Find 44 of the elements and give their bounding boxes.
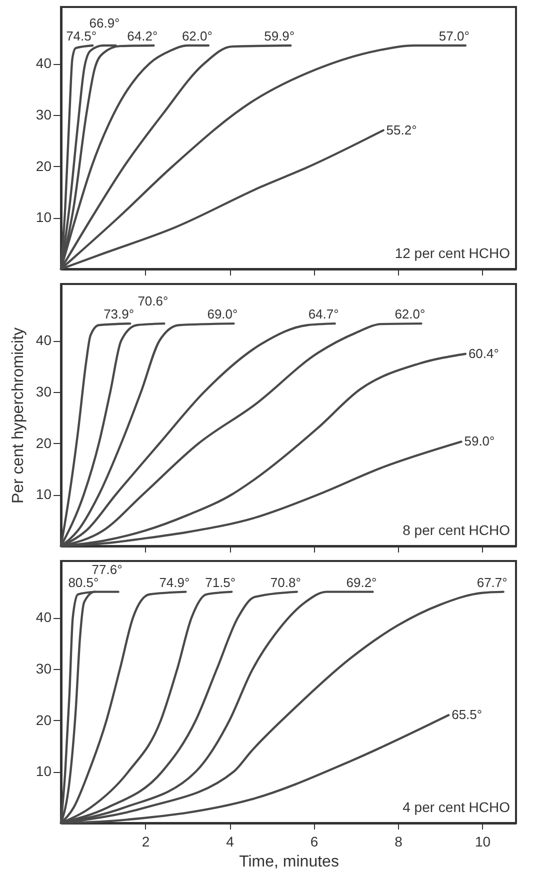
series-label: 59.9° xyxy=(264,28,295,44)
y-tick-label: 30 xyxy=(36,106,52,122)
x-tick-label: 2 xyxy=(142,834,150,850)
x-tick-label: 10 xyxy=(475,834,491,850)
series-label: 70.8° xyxy=(270,574,301,590)
annotation: 4 per cent HCHO xyxy=(402,799,510,815)
series-label: 62.0° xyxy=(394,306,426,322)
y-axis-title: Per cent hyperchromicity xyxy=(10,327,27,504)
series-label: 70.6° xyxy=(138,294,168,309)
annotation: 12 per cent HCHO xyxy=(394,245,510,261)
x-tick-label: 6 xyxy=(310,834,318,850)
annotation: 8 per cent HCHO xyxy=(402,522,510,538)
series-label: 74.5° xyxy=(66,28,97,44)
y-tick-label: 10 xyxy=(36,209,52,226)
series-label: 73.9° xyxy=(104,306,134,322)
series-label: 80.5° xyxy=(68,574,99,590)
x-axis-title: Time, minutes xyxy=(239,854,339,870)
y-tick-label: 40 xyxy=(36,332,52,348)
y-tick-label: 20 xyxy=(36,434,52,451)
x-tick-label: 4 xyxy=(226,834,234,850)
series-label: 57.0° xyxy=(438,28,470,44)
x-tick-label: 8 xyxy=(394,834,403,850)
series-label: 65.5° xyxy=(452,707,482,722)
y-tick-label: 10 xyxy=(36,763,52,780)
series-label: 64.7° xyxy=(308,306,339,322)
y-tick-label: 20 xyxy=(36,158,52,174)
series-label: 55.2° xyxy=(386,122,417,138)
series-label: 60.4° xyxy=(468,346,499,361)
series-label: 59.0° xyxy=(464,434,495,449)
y-tick-label: 10 xyxy=(36,486,52,502)
y-tick-label: 40 xyxy=(36,609,52,626)
series-label: 69.2° xyxy=(346,574,377,590)
series-label: 67.7° xyxy=(476,574,508,590)
y-tick-label: 20 xyxy=(36,712,52,728)
series-label: 62.0° xyxy=(182,28,212,44)
series-label: 69.0° xyxy=(207,306,238,322)
series-label: 64.2° xyxy=(127,28,158,44)
series-label: 77.6° xyxy=(92,562,122,577)
series-label: 71.5° xyxy=(205,574,236,590)
y-tick-label: 40 xyxy=(36,55,52,72)
series-label: 74.9° xyxy=(159,574,190,590)
series-label: 66.9° xyxy=(89,16,120,31)
y-tick-label: 30 xyxy=(36,383,52,400)
y-tick-label: 30 xyxy=(36,660,52,676)
